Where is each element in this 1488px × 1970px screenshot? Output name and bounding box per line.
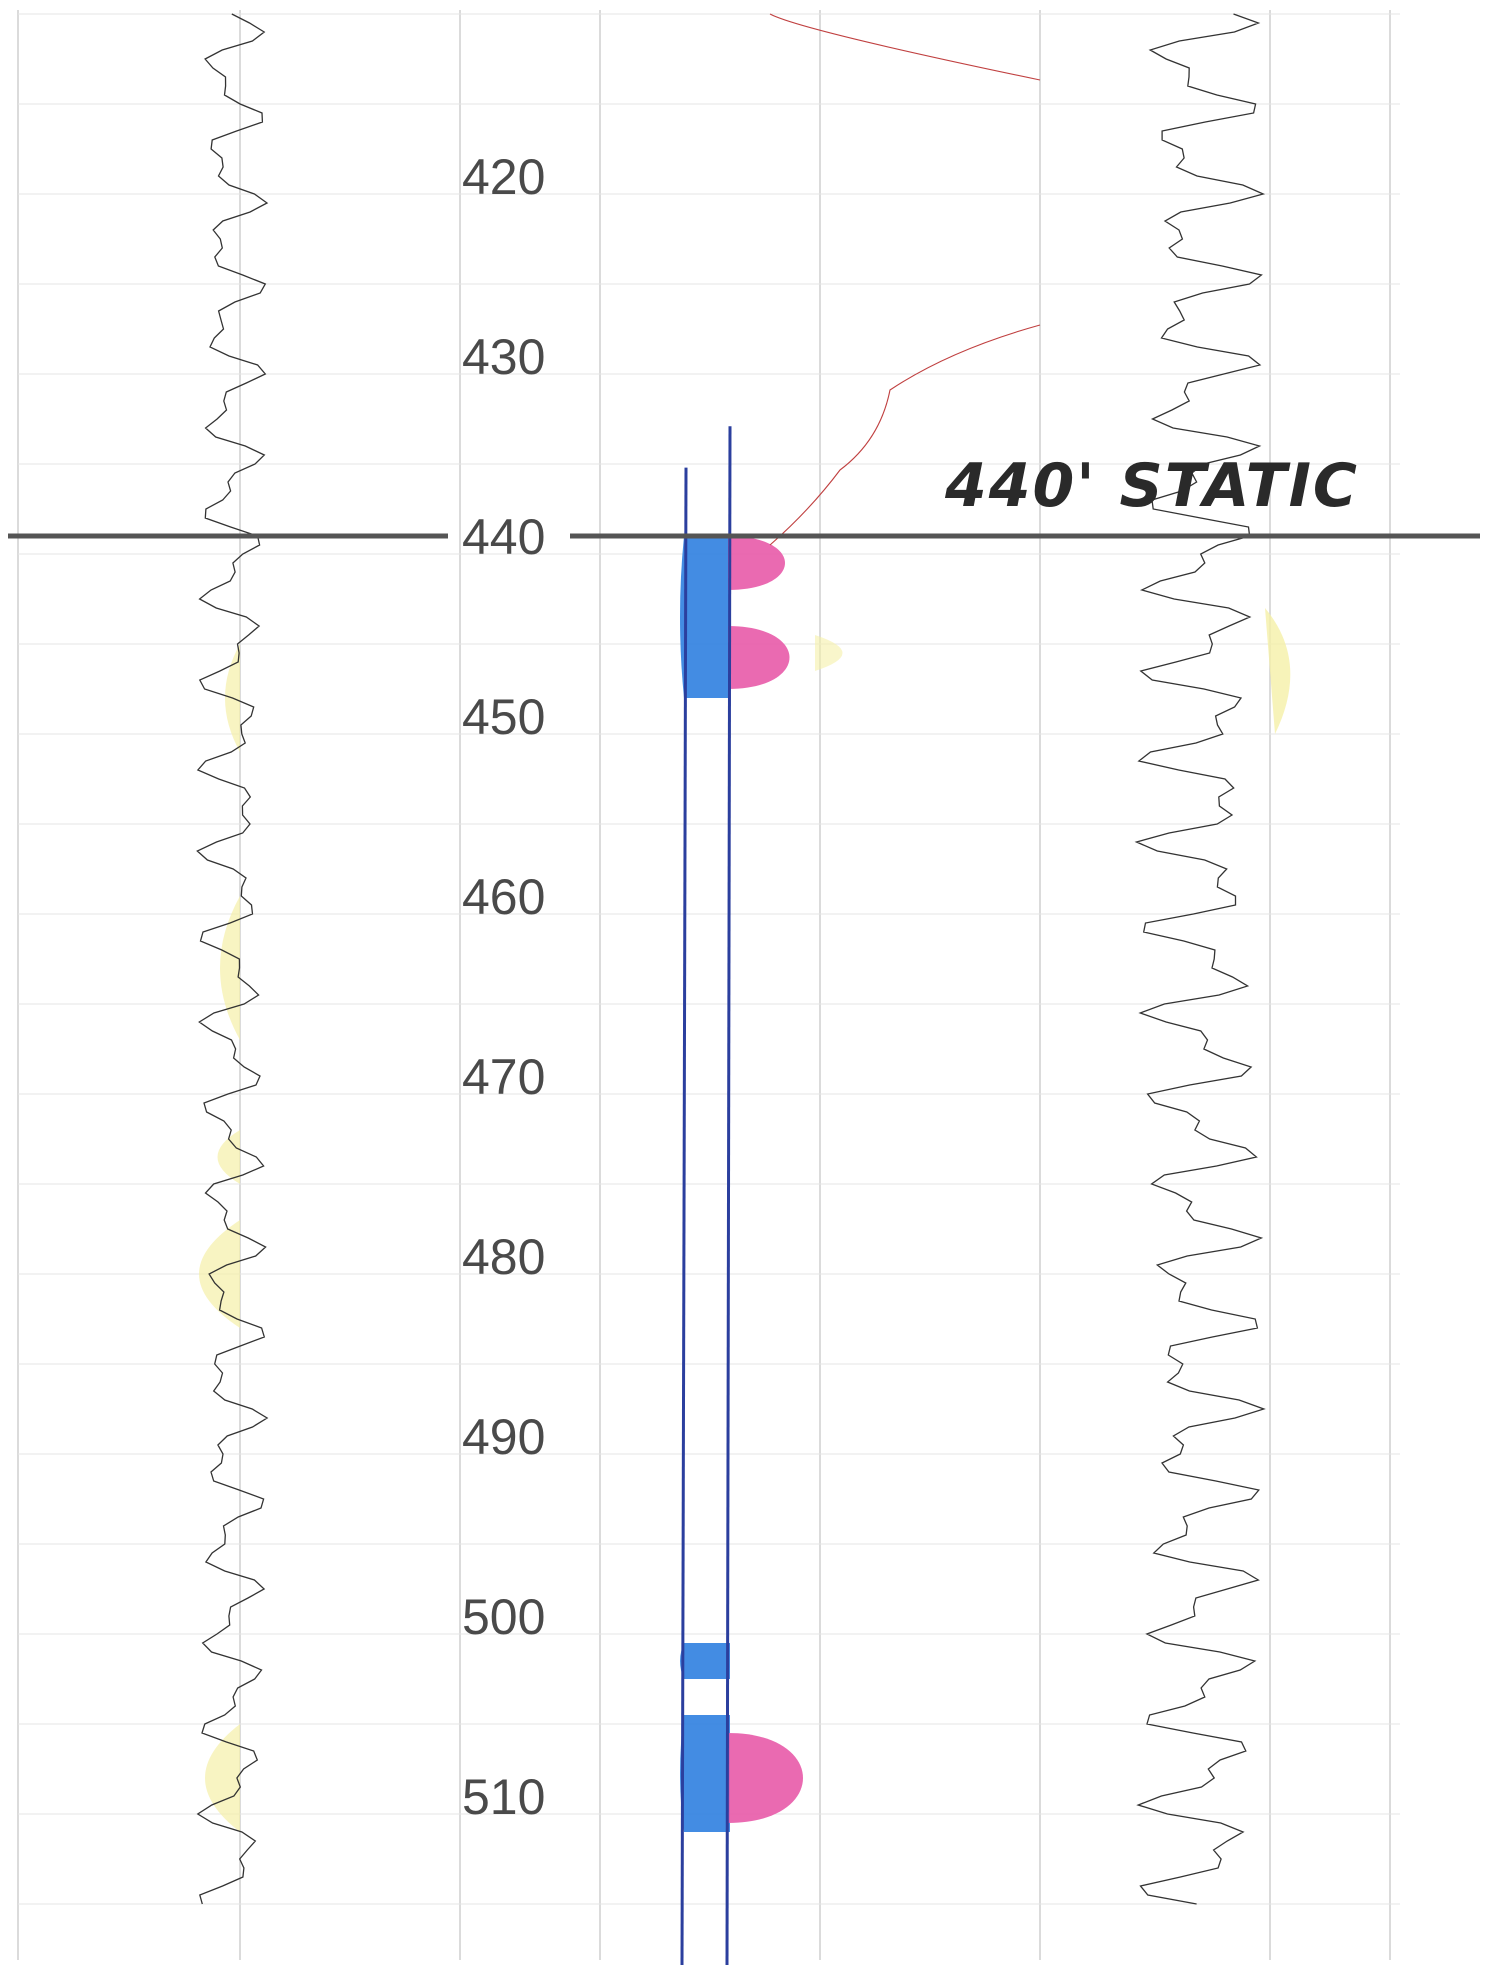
depth-tick-label: 420 (462, 149, 545, 205)
tracer-line-left (680, 467, 688, 1966)
shaded-interval (680, 1715, 730, 1832)
highlight-fill (205, 1724, 240, 1832)
shaded-interval (728, 1733, 803, 1823)
depth-tick-label: 470 (462, 1049, 545, 1105)
highlight-fill (199, 1220, 240, 1328)
depth-tick-label: 450 (462, 689, 545, 745)
highlight-fill (815, 635, 843, 671)
depth-tick-label: 460 (462, 869, 545, 925)
depth-tick-label: 490 (462, 1409, 545, 1465)
depth-tick-label: 500 (462, 1589, 545, 1645)
highlight-fill (220, 896, 240, 1040)
mid-curve (769, 324, 1041, 546)
upper-curve (769, 13, 1041, 81)
shaded-interval (728, 626, 790, 689)
depth-axis-labels: 420 430 440 450 460 470 480 490 500 510 (462, 149, 545, 1825)
highlight-fill (1265, 608, 1291, 734)
static-annotation: 440' STATIC (944, 451, 1359, 521)
left-curve (196, 13, 269, 1905)
log-curves (196, 13, 1266, 1905)
depth-tick-label: 440 (462, 509, 545, 565)
depth-tick-label: 480 (462, 1229, 545, 1285)
static-level: 440' STATIC (8, 451, 1480, 539)
tracer-line-right (725, 426, 732, 1966)
shaded-interval (680, 536, 730, 698)
yellow-highlights (199, 608, 1291, 1832)
depth-tick-label: 510 (462, 1769, 545, 1825)
shaded-intervals (680, 536, 803, 1832)
depth-tick-label: 430 (462, 329, 545, 385)
shaded-interval (680, 1643, 730, 1679)
tracer-lines (680, 426, 732, 1966)
shaded-interval (728, 536, 785, 590)
right-curve (1134, 13, 1266, 1905)
highlight-fill (217, 1130, 240, 1184)
